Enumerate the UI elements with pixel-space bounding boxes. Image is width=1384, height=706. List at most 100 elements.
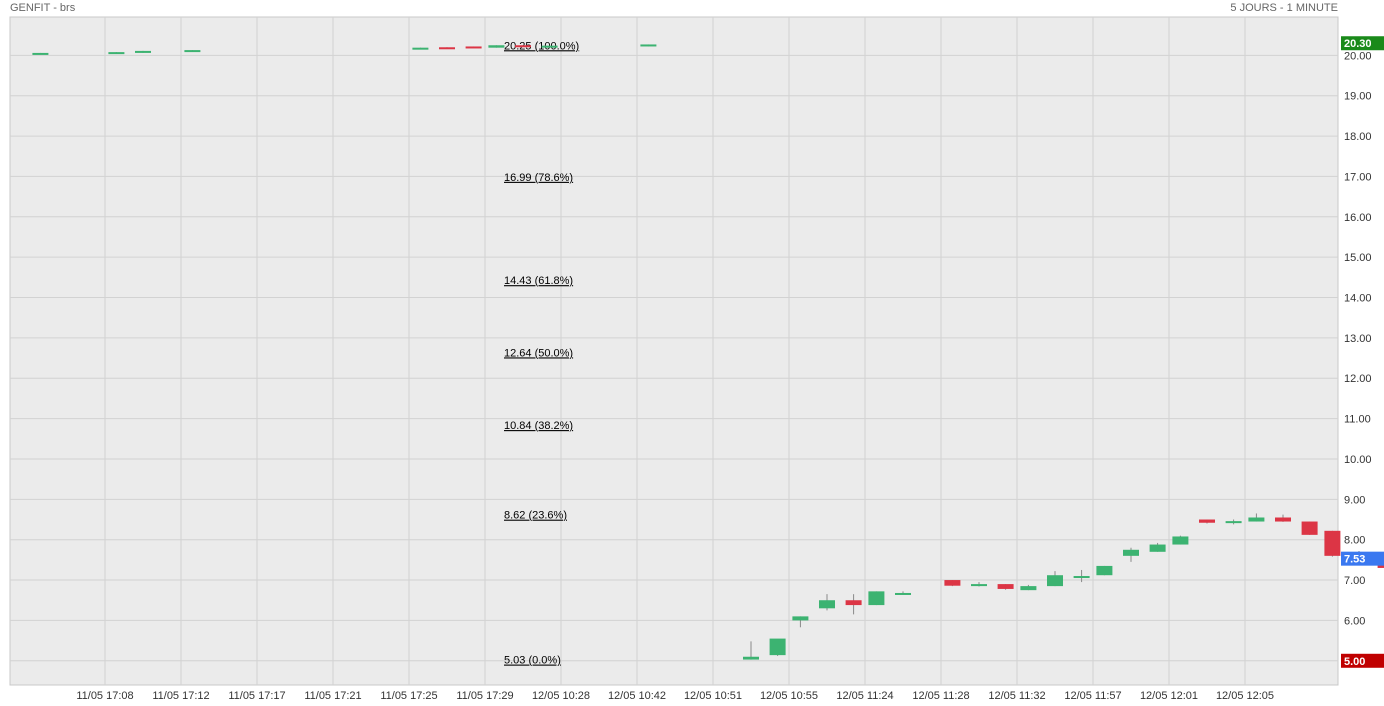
candle-down xyxy=(1275,514,1291,522)
candle-up xyxy=(769,638,786,656)
candle-up xyxy=(1047,571,1063,587)
y-tick-label: 18.00 xyxy=(1344,131,1372,143)
x-tick-label: 12/05 10:51 xyxy=(684,690,742,702)
fib-level-label: 12.64 (50.0%) xyxy=(504,347,573,359)
candle-body xyxy=(1301,521,1318,535)
candle-up xyxy=(1248,513,1265,522)
price-badge-label: 5.00 xyxy=(1344,656,1365,668)
candle-body xyxy=(819,600,835,609)
price-badge: 5.00 xyxy=(1341,653,1384,668)
candle-body xyxy=(515,45,531,48)
candle-up xyxy=(743,641,759,660)
price-badge-bg xyxy=(1341,551,1384,566)
candle-body xyxy=(32,52,49,55)
candle-body xyxy=(184,50,201,53)
price-badge-bg xyxy=(1341,36,1384,51)
candle-up xyxy=(1172,535,1189,545)
candle-down xyxy=(465,46,482,49)
candle-up xyxy=(971,582,987,587)
candle-up xyxy=(895,591,911,595)
x-tick-label: 12/05 10:55 xyxy=(760,690,818,702)
fibonacci-levels: 20.25 (100.0%)16.99 (78.6%)14.43 (61.8%)… xyxy=(504,40,579,666)
candle-up xyxy=(1020,584,1037,591)
candle-body xyxy=(1199,519,1215,523)
candle-body xyxy=(944,580,961,586)
y-tick-label: 17.00 xyxy=(1344,171,1372,183)
candle-down xyxy=(944,580,961,587)
x-tick-label: 12/05 11:57 xyxy=(1064,690,1121,702)
x-tick-label: 12/05 10:42 xyxy=(608,690,666,702)
candle-body xyxy=(1172,536,1189,545)
candle-body xyxy=(1324,530,1341,556)
price-badges: 20.30 7.53 5.00 xyxy=(1341,36,1384,668)
y-tick-label: 7.00 xyxy=(1344,575,1365,587)
x-tick-label: 12/05 10:28 xyxy=(532,690,590,702)
candle-up xyxy=(640,44,657,47)
candle-body xyxy=(1149,544,1166,552)
candle-body xyxy=(465,46,482,49)
grid xyxy=(10,17,1338,685)
candle-down xyxy=(439,47,455,50)
y-axis: 5.00 6.00 7.00 8.00 9.00 10.00 11.00 12.00 13.00… xyxy=(1344,50,1372,667)
candle-body xyxy=(1275,517,1291,522)
candle-body xyxy=(769,638,786,656)
x-tick-label: 12/05 12:05 xyxy=(1216,690,1274,702)
x-tick-label: 12/05 12:01 xyxy=(1140,690,1198,702)
candle-up xyxy=(1096,565,1113,576)
candle-up xyxy=(488,45,505,48)
candle-body xyxy=(1123,549,1139,556)
price-badge: 20.30 xyxy=(1341,36,1384,51)
x-tick-label: 12/05 11:24 xyxy=(836,690,893,702)
candle-body xyxy=(792,616,809,621)
y-tick-label: 15.00 xyxy=(1344,252,1372,264)
candle-body xyxy=(640,44,657,47)
candle-up xyxy=(1225,519,1242,525)
fib-level-label: 14.43 (61.8%) xyxy=(504,275,573,287)
fib-level-label: 5.03 (0.0%) xyxy=(504,655,561,667)
candle-up xyxy=(819,594,835,611)
x-tick-label: 11/05 17:25 xyxy=(380,690,437,702)
candle-down xyxy=(515,45,531,48)
y-tick-label: 8.00 xyxy=(1344,535,1365,547)
candle-body xyxy=(108,52,125,55)
candle-body xyxy=(868,591,885,606)
candle-body xyxy=(439,47,455,50)
candle-body xyxy=(488,45,505,48)
fib-level-label: 16.99 (78.6%) xyxy=(504,172,573,184)
candle-body xyxy=(412,47,429,50)
candles xyxy=(32,44,1384,660)
candle-up xyxy=(541,45,558,48)
candle-body xyxy=(541,45,558,48)
candle-body xyxy=(743,656,759,660)
candle-body xyxy=(1248,517,1265,522)
candle-body xyxy=(1096,565,1113,576)
x-tick-label: 11/05 17:12 xyxy=(152,690,209,702)
x-tick-label: 12/05 11:32 xyxy=(988,690,1045,702)
y-tick-label: 10.00 xyxy=(1344,454,1372,466)
fib-level-label: 8.62 (23.6%) xyxy=(504,510,567,522)
x-axis: 11/05 17:08 11/05 17:12 11/05 17:17 11/05 1… xyxy=(76,690,1274,702)
candle-up xyxy=(1149,542,1166,552)
y-tick-label: 20.00 xyxy=(1344,50,1372,62)
y-tick-label: 19.00 xyxy=(1344,91,1372,103)
candle-up xyxy=(1073,569,1090,583)
candle-down xyxy=(845,594,862,615)
y-tick-label: 6.00 xyxy=(1344,615,1365,627)
candle-body xyxy=(997,584,1014,589)
candle-down xyxy=(1377,563,1384,568)
candle-up xyxy=(135,50,151,53)
y-tick-label: 12.00 xyxy=(1344,373,1372,385)
x-tick-label: 11/05 17:08 xyxy=(76,690,133,702)
candle-body xyxy=(1377,563,1384,568)
y-tick-label: 11.00 xyxy=(1344,414,1371,426)
candle-up xyxy=(1123,547,1139,562)
x-tick-label: 11/05 17:17 xyxy=(228,690,285,702)
candle-body xyxy=(1020,586,1037,591)
price-badge-label: 20.30 xyxy=(1344,38,1372,50)
x-tick-label: 11/05 17:21 xyxy=(304,690,361,702)
y-tick-label: 16.00 xyxy=(1344,212,1372,224)
y-tick-label: 14.00 xyxy=(1344,293,1372,305)
candle-up xyxy=(108,52,125,55)
y-tick-label: 9.00 xyxy=(1344,494,1365,506)
